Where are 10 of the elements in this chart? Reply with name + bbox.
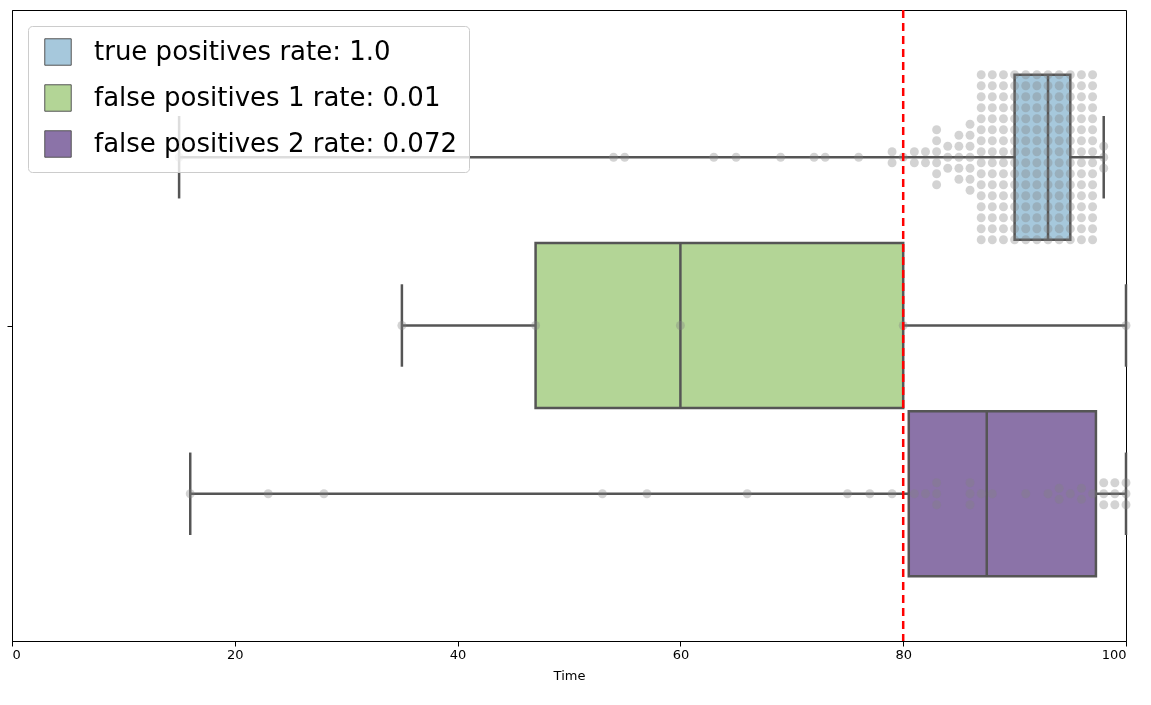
x-tick-label: 40 [449,646,467,662]
x-tick-label: 100 [1101,646,1127,662]
x-axis-title: Time [552,667,586,683]
x-tick-label: 20 [227,646,244,662]
x-tick-label: 60 [672,646,690,662]
x-tick-label: 0 [12,646,21,662]
x-tick-label: 80 [895,646,912,662]
legend-label: true positives rate: 1.0 [94,36,391,66]
legend-label: false positives 2 rate: 0.072 [94,128,457,158]
legend-label: false positives 1 rate: 0.01 [94,82,441,112]
